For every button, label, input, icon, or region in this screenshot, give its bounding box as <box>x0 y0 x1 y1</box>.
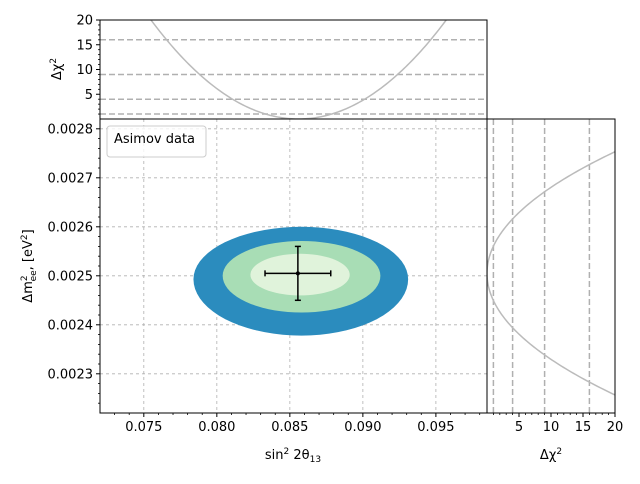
x-tick-label-0: 0.075 <box>125 420 162 435</box>
top-reference-lines <box>100 39 487 115</box>
top-y-tick-label-2: 15 <box>76 38 93 53</box>
contour-regions <box>193 226 409 336</box>
right-chi2-curve <box>487 150 615 396</box>
right-x-tick-label-0: 5 <box>515 420 523 435</box>
x-axis-label: sin2 2θ13 <box>265 447 321 465</box>
x-tick-label-3: 0.090 <box>344 420 381 435</box>
y-tick-label-1: 0.0024 <box>48 318 94 333</box>
top-y-tick-label-1: 10 <box>76 63 93 78</box>
y-axis-label: Δm2ee, [eV2] <box>20 229 39 302</box>
top-y-tick-label-3: 20 <box>76 14 93 29</box>
top-y-tick-label-0: 5 <box>85 88 93 103</box>
right-x-axis-label: Δχ2 <box>540 447 562 463</box>
right-x-tick-label-1: 10 <box>543 420 560 435</box>
legend: Asimov data <box>106 125 207 158</box>
y-tick-label-2: 0.0025 <box>48 269 94 284</box>
x-tick-label-4: 0.095 <box>417 420 454 435</box>
y-tick-label-5: 0.0028 <box>48 122 94 137</box>
y-tick-label-0: 0.0023 <box>48 367 94 382</box>
x-tick-label-2: 0.085 <box>271 420 308 435</box>
top-y-axis-label: Δχ2 <box>49 58 65 80</box>
right-frame <box>486 118 616 414</box>
x-tick-label-1: 0.080 <box>198 420 235 435</box>
contour-inner <box>250 253 350 296</box>
right-ticks: 5 10 15 20 <box>492 413 624 435</box>
y-tick-label-4: 0.0027 <box>48 171 94 186</box>
right-chi2-panel: 5 10 15 20 Δχ2 <box>486 118 624 463</box>
legend-label: Asimov data <box>114 132 195 147</box>
top-frame <box>99 19 488 120</box>
top-ticks: 5 10 15 20 <box>76 14 100 115</box>
right-reference-lines <box>492 119 591 413</box>
best-fit-point <box>295 271 300 276</box>
right-x-tick-label-3: 20 <box>607 420 624 435</box>
top-chi2-panel: 5 10 15 20 Δχ2 <box>49 14 488 120</box>
right-x-tick-label-2: 15 <box>575 420 592 435</box>
main-ticks: 0.075 0.080 0.085 0.090 0.095 0.0023 0.0024 0.0… <box>48 122 481 435</box>
best-fit-errorbar <box>264 245 332 302</box>
top-chi2-curve <box>150 20 448 119</box>
y-tick-label-3: 0.0026 <box>48 220 94 235</box>
legend-box <box>106 125 207 158</box>
main-contour-panel: 0.075 0.080 0.085 0.090 0.095 0.0023 0.0024 0.0… <box>20 118 488 465</box>
